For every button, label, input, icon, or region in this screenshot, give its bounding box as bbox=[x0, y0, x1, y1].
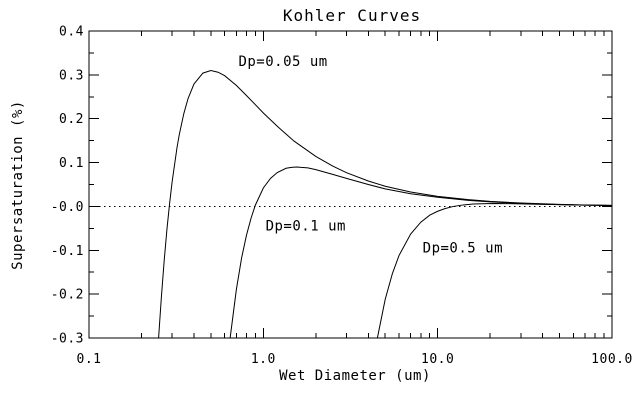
x-tick-label: 0.1 bbox=[77, 352, 102, 367]
kohler-curve-dp-0.5 bbox=[376, 203, 613, 339]
curve-label-1: Dp=0.05 um bbox=[238, 54, 327, 70]
kohler-curve-dp-0.1 bbox=[229, 166, 613, 339]
chart-title: Kohler Curves bbox=[283, 6, 421, 25]
x-tick-label: 100.0 bbox=[591, 352, 633, 367]
x-tick-label: 1.0 bbox=[251, 352, 276, 367]
curve-label-3: Dp=0.5 um bbox=[423, 241, 503, 257]
axes: 0.1 1.0 10.0 100.0 0.4 0.3 0.2 0.1 -0.0 -0.1 -0.2 -… bbox=[51, 25, 633, 368]
y-axis-label: Supersaturation (%) bbox=[10, 100, 26, 270]
kohler-curve-dp-0.05 bbox=[158, 69, 613, 339]
curve-label-2: Dp=0.1 um bbox=[266, 218, 346, 234]
y-tick-label: -0.2 bbox=[51, 288, 84, 303]
y-tick-label: 0.1 bbox=[59, 156, 84, 171]
y-tick-label: 0.3 bbox=[59, 68, 84, 83]
curves bbox=[158, 69, 613, 339]
y-tick-label: -0.3 bbox=[51, 332, 84, 347]
plot-frame bbox=[88, 30, 613, 339]
x-axis-label: Wet Diameter (um) bbox=[279, 368, 431, 384]
curve-annotations: Dp=0.05 um Dp=0.1 um Dp=0.5 um bbox=[238, 54, 503, 257]
y-tick-label: 0.4 bbox=[59, 25, 84, 40]
y-tick-label: 0.2 bbox=[59, 112, 84, 127]
x-tick-label: 10.0 bbox=[421, 352, 454, 367]
y-tick-label: -0.1 bbox=[51, 244, 84, 259]
y-tick-label: -0.0 bbox=[51, 200, 84, 215]
